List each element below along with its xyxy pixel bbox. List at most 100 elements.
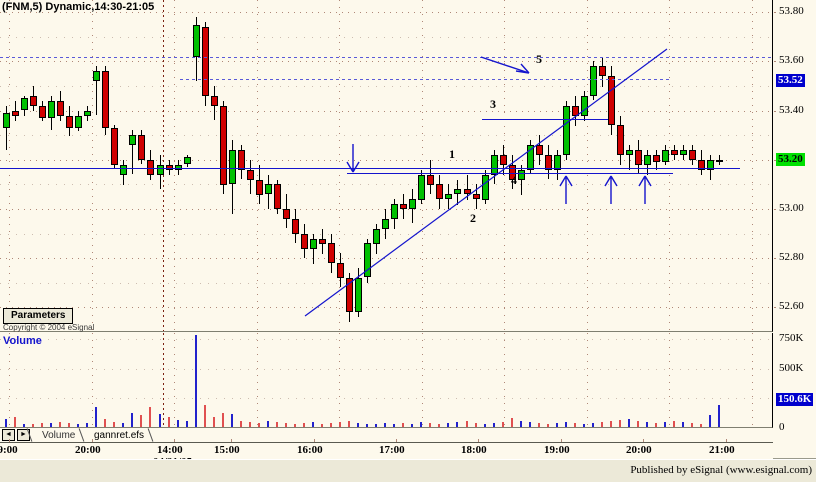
volume-chart-panel[interactable] [0, 333, 773, 428]
candle-body [12, 111, 19, 116]
gridline-horizontal [0, 111, 772, 112]
price-tick-mark [774, 160, 776, 161]
gridline-horizontal [0, 209, 772, 210]
candle-body [211, 96, 218, 106]
price-tick-label: 53.40 [779, 104, 804, 116]
gridline-horizontal [0, 160, 772, 161]
candle-body [39, 106, 46, 118]
time-tick-label: 19:00 [544, 444, 570, 456]
candle-body [175, 165, 182, 170]
candle-body [680, 150, 687, 155]
candle-body [409, 199, 416, 209]
volume-bar [131, 413, 133, 427]
price-tick-label: 53.60 [779, 54, 804, 66]
candle-body [500, 155, 507, 165]
volume-bar [249, 422, 251, 427]
candle-body [545, 155, 552, 170]
dashed-level-line-open[interactable] [180, 79, 672, 80]
volume-gridline-vertical [9, 333, 10, 427]
volume-bar [240, 421, 242, 427]
price-tick-mark [774, 111, 776, 112]
time-tick-label: 16:00 [297, 444, 323, 456]
annotation-label-3[interactable]: 3 [490, 97, 496, 111]
ascending-trendline[interactable] [304, 48, 668, 317]
annotation-label-4[interactable]: 4 [511, 173, 517, 187]
annotation-label-2[interactable]: 2 [470, 211, 476, 225]
volume-scale[interactable]: 750K500K250K0150.6K [774, 332, 816, 433]
arrow-down-marker[interactable] [346, 144, 360, 173]
volume-bar [691, 423, 693, 427]
candle-body [319, 239, 326, 244]
arrow-up-marker-2[interactable] [604, 175, 618, 204]
volume-bar [348, 421, 350, 427]
price-tick-mark [774, 258, 776, 259]
volume-gridline-vertical [257, 333, 258, 427]
volume-bar [538, 423, 540, 427]
arrow-up-marker-3[interactable] [638, 175, 652, 204]
arrow-diagonal-down[interactable] [480, 56, 530, 74]
candle-body [21, 98, 28, 110]
volume-bar [637, 421, 639, 427]
tab-prev-button[interactable]: ◄ [2, 429, 15, 441]
level-line-support[interactable] [0, 168, 740, 169]
level-line-3[interactable] [482, 119, 608, 120]
volume-bar [601, 422, 603, 427]
candle-body [75, 116, 82, 128]
candle-body [283, 209, 290, 219]
tab-gannret-efs[interactable]: gannret.efs [94, 430, 145, 441]
candle-body [238, 150, 245, 170]
time-axis[interactable]: 19:00 20:00 14:00 15:00 16:00 17:00 18:00 19:00… [0, 439, 773, 468]
volume-bar [321, 424, 323, 427]
arrow-up-marker-1[interactable] [559, 175, 573, 204]
volume-bar [68, 423, 70, 427]
volume-bar [456, 422, 458, 427]
volume-bar [529, 422, 531, 427]
volume-bar [718, 405, 720, 427]
time-tick-mark [478, 439, 479, 442]
volume-bar [303, 423, 305, 427]
time-tick-label: 20:00 [626, 444, 652, 456]
price-scale[interactable]: 53.80 53.60 53.40 53.20 53.00 52.80 52.60 53.52… [774, 0, 816, 332]
candle-body [716, 160, 723, 162]
candle-body [436, 184, 443, 199]
volume-bar [655, 423, 657, 427]
candle-wick [313, 234, 314, 264]
annotation-label-5[interactable]: 5 [536, 52, 542, 66]
candle-body [482, 175, 489, 200]
volume-gridline-vertical [422, 333, 423, 427]
price-tick-mark [774, 209, 776, 210]
tab-volume[interactable]: Volume [42, 430, 76, 441]
time-tick-mark [561, 439, 562, 442]
gridline-horizontal-minor [0, 135, 772, 136]
dashed-level-line-high[interactable] [0, 57, 772, 58]
candle-wick [96, 66, 97, 115]
volume-bar [168, 417, 170, 427]
candle-body [328, 243, 335, 263]
study-tab-strip[interactable]: ◄ ► Volume gannret.efs [0, 428, 773, 442]
volume-bar [583, 424, 585, 427]
parameters-button[interactable]: Parameters [3, 308, 74, 324]
candle-body [626, 150, 633, 155]
price-chart-panel[interactable]: 1 2 3 4 5 [0, 0, 773, 332]
volume-bar [32, 424, 34, 427]
candle-body [346, 278, 353, 312]
volume-bar [357, 423, 359, 427]
volume-bar [511, 418, 513, 427]
gridline-horizontal [0, 258, 772, 259]
candle-body [120, 165, 127, 175]
candle-body [220, 106, 227, 185]
candle-body [30, 96, 37, 106]
annotation-label-1[interactable]: 1 [449, 147, 455, 161]
candle-body [418, 175, 425, 200]
time-tick-mark [643, 439, 644, 442]
level-line-4[interactable] [447, 173, 673, 174]
last-price-marker: 53.20 [776, 153, 805, 166]
candle-body [473, 194, 480, 199]
volume-bar [565, 422, 567, 427]
volume-gridline-vertical [587, 333, 588, 427]
volume-bar [709, 415, 711, 427]
volume-bar [484, 424, 486, 427]
gridline-vertical [669, 0, 670, 331]
candle-body [138, 135, 145, 160]
volume-tick-label: 0 [779, 421, 785, 433]
